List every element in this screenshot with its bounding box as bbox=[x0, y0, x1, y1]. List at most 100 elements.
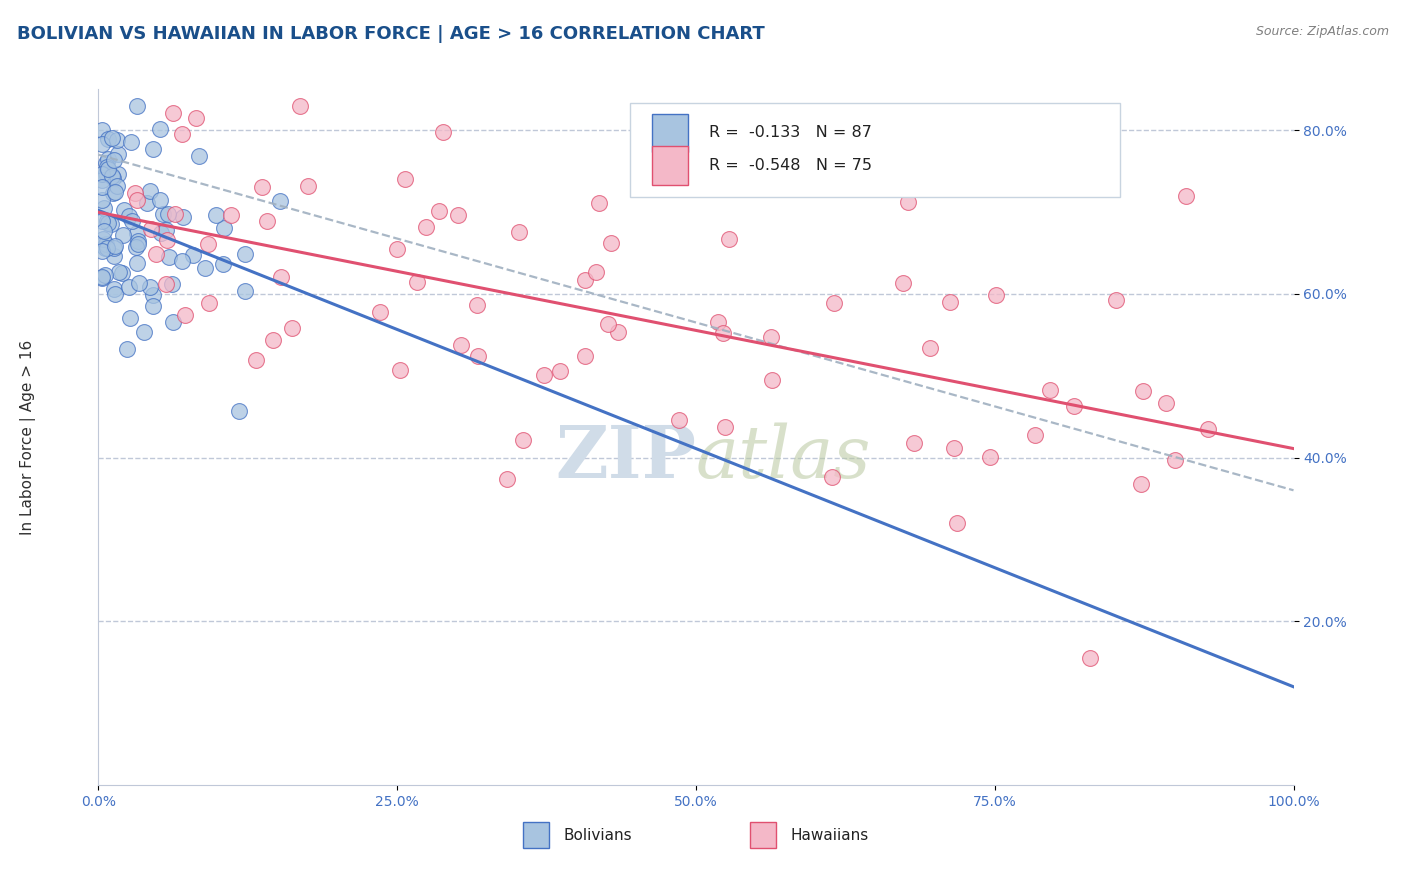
Point bbox=[368, 305, 391, 319]
Point bbox=[149, 122, 172, 136]
Text: Source: ZipAtlas.com: Source: ZipAtlas.com bbox=[1256, 25, 1389, 38]
Point bbox=[96, 237, 118, 252]
Point bbox=[219, 208, 242, 222]
Point bbox=[228, 404, 250, 418]
Point bbox=[104, 238, 127, 252]
Point bbox=[127, 237, 149, 252]
Point bbox=[194, 260, 217, 275]
Point bbox=[1163, 453, 1185, 467]
Point bbox=[121, 214, 143, 228]
Point bbox=[585, 265, 607, 279]
Point bbox=[211, 257, 233, 271]
Point bbox=[120, 136, 142, 150]
Point bbox=[145, 246, 167, 260]
Point bbox=[108, 265, 131, 279]
Point bbox=[105, 179, 128, 194]
Point bbox=[100, 217, 122, 231]
Point bbox=[162, 315, 184, 329]
Point bbox=[713, 420, 735, 434]
Point bbox=[256, 214, 278, 228]
Point bbox=[270, 270, 292, 285]
Point bbox=[107, 146, 129, 161]
Point bbox=[115, 343, 138, 357]
Point bbox=[157, 250, 180, 264]
Point bbox=[94, 268, 117, 283]
Point bbox=[187, 148, 209, 162]
Point bbox=[139, 221, 162, 235]
Point bbox=[711, 326, 734, 341]
Point bbox=[574, 272, 596, 286]
Point bbox=[385, 242, 408, 256]
Point bbox=[946, 516, 969, 530]
Point bbox=[574, 349, 596, 363]
Point bbox=[142, 142, 165, 156]
Point bbox=[297, 179, 319, 194]
Point bbox=[96, 214, 118, 228]
Point bbox=[607, 326, 630, 340]
Point bbox=[281, 321, 304, 335]
Point bbox=[97, 152, 120, 166]
Point bbox=[1132, 384, 1154, 398]
Point bbox=[156, 206, 179, 220]
Text: Hawaiians: Hawaiians bbox=[790, 828, 869, 843]
Point bbox=[125, 98, 148, 112]
Point bbox=[598, 317, 620, 331]
Point bbox=[394, 171, 416, 186]
Point bbox=[135, 195, 157, 210]
FancyBboxPatch shape bbox=[630, 103, 1121, 197]
Point bbox=[1129, 477, 1152, 491]
Point bbox=[415, 219, 437, 234]
Point bbox=[103, 241, 125, 255]
Point bbox=[1063, 399, 1085, 413]
Point bbox=[761, 373, 783, 387]
Point bbox=[1080, 651, 1102, 665]
FancyBboxPatch shape bbox=[652, 146, 688, 185]
Point bbox=[897, 194, 920, 209]
Point bbox=[447, 208, 470, 222]
Point bbox=[96, 216, 118, 230]
Point bbox=[142, 288, 165, 302]
Point bbox=[172, 210, 194, 224]
Point bbox=[93, 241, 115, 255]
Point bbox=[149, 226, 172, 240]
Point bbox=[96, 242, 118, 256]
Point bbox=[91, 244, 114, 259]
Point bbox=[181, 248, 204, 262]
Point bbox=[174, 308, 197, 322]
Point bbox=[118, 310, 141, 325]
Point bbox=[533, 368, 555, 383]
Point bbox=[184, 111, 207, 125]
Point bbox=[91, 136, 114, 151]
Point bbox=[91, 232, 114, 246]
Point bbox=[388, 363, 411, 377]
Point bbox=[214, 221, 236, 235]
Point bbox=[91, 238, 114, 252]
Point bbox=[1175, 188, 1198, 202]
Point bbox=[250, 179, 273, 194]
FancyBboxPatch shape bbox=[523, 822, 548, 848]
Point bbox=[139, 280, 162, 294]
Point bbox=[112, 202, 135, 217]
Text: BOLIVIAN VS HAWAIIAN IN LABOR FORCE | AGE > 16 CORRELATION CHART: BOLIVIAN VS HAWAIIAN IN LABOR FORCE | AG… bbox=[17, 25, 765, 43]
Point bbox=[104, 185, 127, 199]
Point bbox=[111, 266, 134, 280]
FancyBboxPatch shape bbox=[749, 822, 776, 848]
Point bbox=[903, 436, 925, 450]
Point bbox=[717, 232, 740, 246]
Point bbox=[91, 194, 114, 208]
Point bbox=[599, 236, 621, 251]
Point bbox=[197, 237, 219, 252]
Point bbox=[160, 277, 183, 292]
Point bbox=[118, 280, 141, 294]
Point bbox=[97, 132, 120, 146]
Point bbox=[1154, 396, 1177, 410]
Point bbox=[124, 186, 146, 200]
Point bbox=[550, 364, 572, 378]
Point bbox=[152, 207, 174, 221]
Point bbox=[984, 287, 1007, 301]
Point bbox=[117, 209, 139, 223]
Point bbox=[91, 269, 114, 284]
Point bbox=[450, 338, 472, 352]
Point bbox=[139, 185, 162, 199]
Point bbox=[508, 225, 530, 239]
